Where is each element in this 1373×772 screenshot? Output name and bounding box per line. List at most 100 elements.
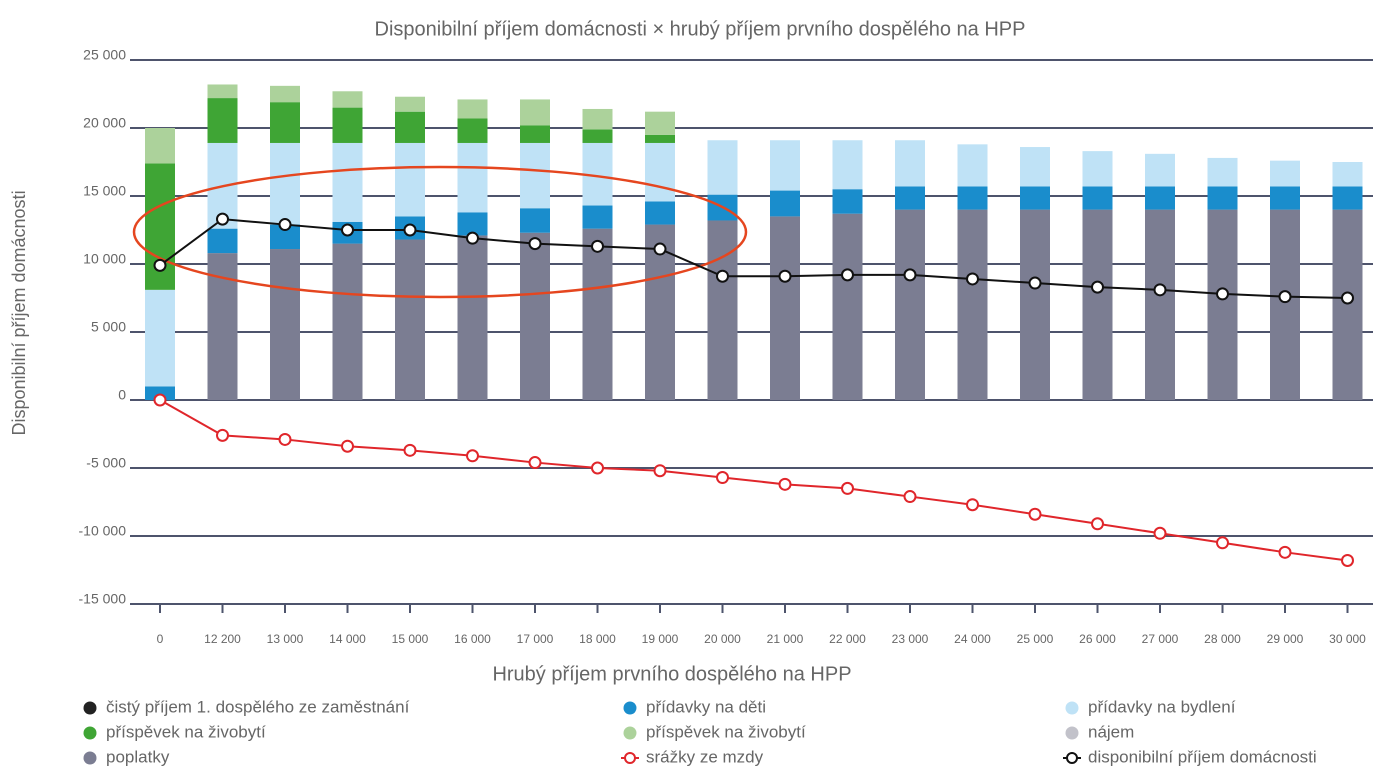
bar-segment — [832, 140, 863, 190]
bar-segment — [1020, 209, 1050, 400]
legend-label: disponibilní příjem domácnosti — [1088, 747, 1317, 766]
line-point — [528, 456, 542, 470]
y-tick-label: 5 000 — [91, 319, 126, 335]
bar-segment — [582, 205, 613, 229]
legend-marker — [83, 701, 97, 715]
x-tick-label: 23 000 — [892, 632, 929, 646]
bar-segment — [332, 243, 363, 400]
bar-segment — [145, 386, 175, 400]
line-point — [778, 269, 792, 283]
chart-title: Disponibilní příjem domácnosti × hrubý p… — [375, 18, 1026, 40]
bar-segment — [1332, 209, 1363, 400]
legend-marker — [623, 701, 637, 715]
line-point — [153, 393, 167, 407]
bar-segment — [270, 102, 300, 143]
legend-label: poplatky — [106, 747, 170, 766]
bar-segment — [520, 232, 550, 400]
y-tick-label: 0 — [118, 387, 126, 403]
bar-segment — [1207, 186, 1238, 210]
bar-segment — [645, 111, 675, 135]
bar-segment — [582, 228, 613, 400]
bar-segment — [770, 190, 800, 217]
bar-segment — [1332, 186, 1363, 210]
bar-segment — [207, 84, 238, 99]
bar-segment — [645, 142, 675, 202]
line-point — [278, 218, 292, 232]
bar-segment — [457, 142, 488, 213]
x-tick-label: 12 200 — [204, 632, 241, 646]
line-series — [159, 399, 1348, 562]
bar-segment — [395, 239, 425, 400]
bar-segment — [457, 235, 488, 400]
line-point — [1028, 276, 1042, 290]
bar-segment — [270, 142, 300, 225]
bar-segment — [645, 201, 675, 225]
bar-segment — [395, 142, 425, 217]
bar-segment — [582, 129, 613, 143]
line-series — [159, 218, 1348, 299]
line-point — [778, 477, 792, 491]
bar-segment — [957, 186, 988, 210]
y-tick-label: -15 000 — [79, 591, 127, 607]
y-tick-label: 15 000 — [83, 183, 126, 199]
highlight-ellipse — [132, 165, 748, 299]
bar-segment — [332, 107, 363, 143]
line-point — [1028, 507, 1042, 521]
x-tick-label: 15 000 — [392, 632, 429, 646]
bar-segment — [1145, 209, 1175, 400]
legend-marker — [83, 726, 97, 740]
line-point — [403, 223, 417, 237]
x-tick-label: 21 000 — [767, 632, 804, 646]
legend-marker — [623, 726, 637, 740]
line-point — [591, 461, 604, 475]
legend-label: příspěvek na živobytí — [106, 722, 266, 741]
legend-marker — [83, 751, 97, 765]
x-tick-label: 24 000 — [954, 632, 991, 646]
line-point — [903, 490, 917, 504]
bar-segment — [1082, 209, 1113, 400]
line-point — [841, 481, 854, 495]
x-tick-label: 22 000 — [829, 632, 866, 646]
line-point — [153, 258, 167, 272]
x-tick-label: 26 000 — [1079, 632, 1116, 646]
x-tick-label: 20 000 — [704, 632, 741, 646]
bar-segment — [1207, 209, 1238, 400]
bar-segment — [145, 289, 175, 387]
line-point — [341, 223, 354, 237]
bar-segment — [207, 98, 238, 143]
bar-segment — [707, 140, 738, 195]
x-tick-label: 17 000 — [517, 632, 554, 646]
legend-marker — [624, 752, 636, 764]
y-tick-label: -10 000 — [79, 523, 127, 539]
bar-segment — [1145, 186, 1175, 210]
bar-segment — [895, 209, 925, 400]
line-point — [1216, 287, 1229, 301]
line-point — [653, 464, 667, 478]
bar-segment — [645, 134, 675, 143]
bar-segment — [520, 125, 550, 143]
legend-marker — [1066, 752, 1078, 764]
x-tick-label: 30 000 — [1329, 632, 1366, 646]
line-point — [1153, 283, 1167, 297]
legend-label: srážky ze mzdy — [646, 747, 764, 766]
bar-segment — [332, 91, 363, 108]
bar-segment — [395, 111, 425, 143]
line-point — [653, 242, 667, 256]
line-point — [278, 432, 292, 446]
x-tick-label: 18 000 — [579, 632, 616, 646]
line-point — [466, 231, 479, 245]
bar-segment — [957, 144, 988, 187]
bar-segment — [1270, 186, 1300, 210]
bar-segment — [1270, 160, 1300, 187]
line-point — [716, 269, 729, 283]
line-point — [341, 439, 354, 453]
bar-segment — [832, 213, 863, 400]
x-tick-label: 29 000 — [1267, 632, 1304, 646]
line-point — [403, 443, 417, 457]
x-tick-label: 14 000 — [329, 632, 366, 646]
line-point — [1341, 291, 1354, 305]
bar-segment — [1082, 151, 1113, 187]
x-tick-label: 27 000 — [1142, 632, 1179, 646]
line-point — [966, 272, 979, 286]
